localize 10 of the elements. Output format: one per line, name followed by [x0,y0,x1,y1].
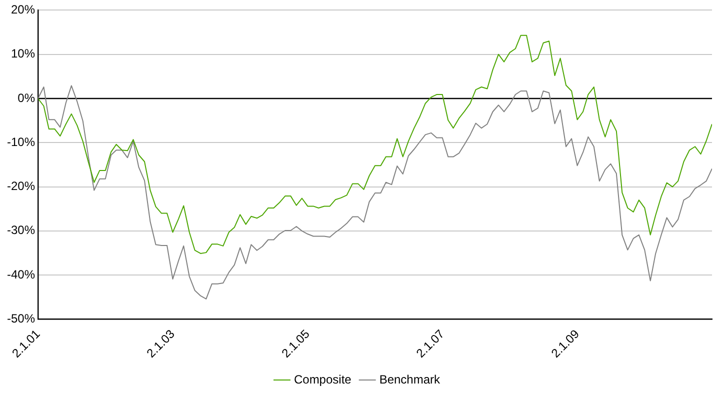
y-tick-label: 20% [10,2,36,17]
y-tick-label: -40% [7,267,36,282]
y-tick-label: -50% [7,312,36,326]
y-tick-label: -10% [7,134,36,149]
legend-label: Composite [294,372,352,386]
y-tick-label: -20% [7,179,36,194]
y-tick-label: 10% [10,46,36,61]
y-tick-label: 0% [18,90,36,105]
y-tick-label: -30% [7,223,36,238]
legend-label: Benchmark [379,372,442,386]
